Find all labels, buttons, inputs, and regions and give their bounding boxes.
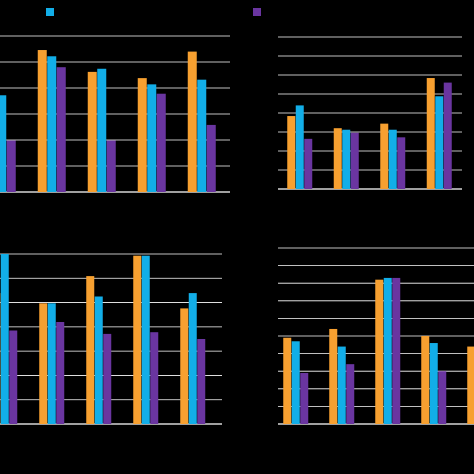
bar-panel3-series3-cat5 bbox=[197, 339, 206, 424]
bar-panel2-series1-cat1 bbox=[287, 116, 296, 189]
bar-panel3-series2-cat3 bbox=[94, 296, 103, 424]
bar-panel2-series1-cat4 bbox=[426, 78, 435, 189]
bar-panel4-series3-cat3 bbox=[392, 277, 401, 424]
bar-panel3-series3-cat2 bbox=[56, 322, 65, 424]
bar-panel3-series2-cat4 bbox=[141, 255, 150, 424]
bar-panel2-series3-cat3 bbox=[397, 137, 406, 189]
bar-panel3-series3-cat1 bbox=[9, 330, 18, 424]
bar-panel1-series1-cat4 bbox=[137, 78, 147, 192]
bar-panel4-series3-cat4 bbox=[438, 371, 447, 424]
bar-panel1-series3-cat1 bbox=[6, 140, 16, 192]
panel-bottom-right bbox=[278, 247, 474, 425]
bar-panel3-series3-cat4 bbox=[150, 332, 159, 424]
bar-panel2-series3-cat4 bbox=[443, 82, 452, 189]
bar-panel2-series1-cat2 bbox=[333, 128, 342, 189]
bar-panel1-series1-cat3 bbox=[87, 71, 97, 192]
bar-panel4-series3-cat1 bbox=[300, 372, 309, 424]
bar-panel4-series1-cat2 bbox=[329, 328, 338, 424]
bar-panel4-series1-cat4 bbox=[421, 336, 430, 424]
bar-panel2-series2-cat4 bbox=[435, 96, 444, 189]
chart-panels bbox=[0, 35, 474, 425]
bar-panel3-series1-cat2 bbox=[39, 303, 48, 424]
bar-panel4-series2-cat4 bbox=[429, 343, 438, 424]
bar-panel4-series1-cat1 bbox=[283, 337, 292, 424]
panel-top-right bbox=[278, 36, 462, 190]
bar-panel3-series2-cat5 bbox=[188, 293, 197, 424]
bar-panel2-series2-cat3 bbox=[388, 129, 397, 189]
bar-panel1-series3-cat2 bbox=[56, 67, 66, 192]
panel-bottom-left bbox=[0, 253, 222, 425]
bar-panel1-series2-cat2 bbox=[47, 56, 57, 192]
bar-panel1-series3-cat4 bbox=[156, 93, 166, 192]
bar-panel2-series3-cat2 bbox=[350, 132, 359, 189]
bar-panel3-series1-cat5 bbox=[180, 308, 189, 424]
panel-top-left bbox=[0, 35, 230, 193]
bar-panel1-series1-cat5 bbox=[187, 51, 197, 192]
bar-panel2-series2-cat1 bbox=[295, 105, 304, 189]
bar-panel2-series1-cat3 bbox=[380, 123, 389, 189]
bar-panel1-series3-cat5 bbox=[206, 124, 216, 192]
bar-panel2-series2-cat2 bbox=[342, 129, 351, 189]
legend-swatch-1 bbox=[46, 8, 54, 16]
bar-panel1-series2-cat4 bbox=[147, 84, 157, 192]
bar-panel1-series2-cat1 bbox=[0, 95, 7, 192]
bar-panel3-series2-cat1 bbox=[0, 254, 9, 424]
bar-panel3-series3-cat3 bbox=[103, 333, 112, 424]
bar-panel1-series2-cat3 bbox=[97, 68, 107, 192]
bar-panel4-series2-cat2 bbox=[337, 346, 346, 424]
bar-panel3-series2-cat2 bbox=[47, 303, 56, 424]
bar-panel4-series1-cat5 bbox=[467, 346, 474, 424]
legend-swatch-2 bbox=[253, 8, 261, 16]
bar-panel4-series1-cat3 bbox=[375, 279, 384, 424]
bar-panel1-series1-cat2 bbox=[37, 50, 47, 192]
bar-panel4-series3-cat2 bbox=[346, 364, 355, 424]
bar-panel2-series3-cat1 bbox=[304, 138, 313, 189]
bar-panel4-series2-cat1 bbox=[291, 341, 300, 424]
bar-panel1-series2-cat5 bbox=[197, 79, 207, 192]
bar-panel3-series1-cat4 bbox=[133, 255, 142, 424]
bar-panel1-series3-cat3 bbox=[106, 140, 116, 192]
bar-panel4-series2-cat3 bbox=[383, 277, 392, 424]
bar-panel3-series1-cat3 bbox=[86, 276, 95, 424]
